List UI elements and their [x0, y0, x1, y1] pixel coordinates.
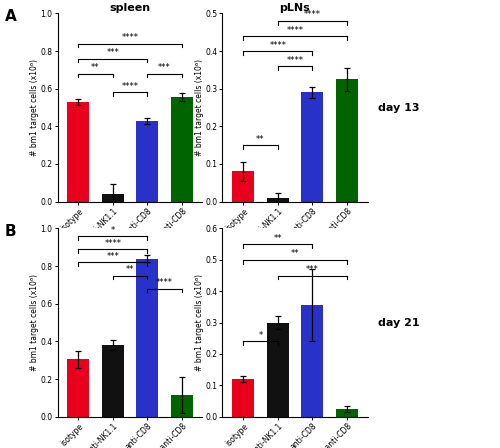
- Text: **: **: [291, 250, 299, 258]
- Bar: [102, 194, 124, 202]
- Bar: [170, 395, 193, 417]
- Text: ***: ***: [106, 252, 119, 261]
- Text: day 13: day 13: [378, 103, 419, 112]
- Y-axis label: # bm1 target cells (x10⁶): # bm1 target cells (x10⁶): [195, 274, 204, 371]
- Text: ***: ***: [106, 48, 119, 57]
- Bar: [301, 92, 324, 202]
- Y-axis label: # bm1 target cells (x10⁶): # bm1 target cells (x10⁶): [195, 59, 204, 156]
- Bar: [336, 79, 358, 202]
- Text: *: *: [258, 331, 262, 340]
- Text: B: B: [5, 224, 16, 239]
- Text: **: **: [256, 135, 264, 144]
- Bar: [136, 258, 158, 417]
- Text: ****: ****: [122, 82, 138, 91]
- Bar: [301, 306, 324, 417]
- Bar: [102, 345, 124, 417]
- Title: pLNs: pLNs: [280, 3, 310, 13]
- Title: spleen: spleen: [110, 3, 150, 13]
- Bar: [266, 323, 289, 417]
- Bar: [232, 172, 254, 202]
- Text: **: **: [91, 63, 100, 72]
- Text: ****: ****: [304, 10, 321, 19]
- Text: ****: ****: [286, 26, 304, 34]
- Text: **: **: [126, 265, 134, 274]
- Text: ****: ****: [156, 278, 173, 287]
- Y-axis label: # bm1 target cells (x10⁶): # bm1 target cells (x10⁶): [30, 274, 39, 371]
- Text: A: A: [5, 9, 17, 24]
- Bar: [67, 102, 90, 202]
- Text: day 21: day 21: [378, 318, 419, 327]
- Bar: [232, 379, 254, 417]
- Y-axis label: # bm1 target cells (x10⁶): # bm1 target cells (x10⁶): [30, 59, 39, 156]
- Text: ****: ****: [269, 41, 286, 50]
- Bar: [336, 409, 358, 417]
- Bar: [67, 359, 90, 417]
- Bar: [170, 97, 193, 202]
- Text: ****: ****: [122, 33, 138, 42]
- Text: ***: ***: [306, 265, 318, 274]
- Text: ***: ***: [158, 63, 171, 72]
- Bar: [266, 198, 289, 202]
- Text: ****: ****: [104, 239, 121, 248]
- Text: *: *: [110, 225, 115, 234]
- Bar: [136, 121, 158, 202]
- Text: ****: ****: [286, 56, 304, 65]
- Text: **: **: [274, 234, 282, 243]
